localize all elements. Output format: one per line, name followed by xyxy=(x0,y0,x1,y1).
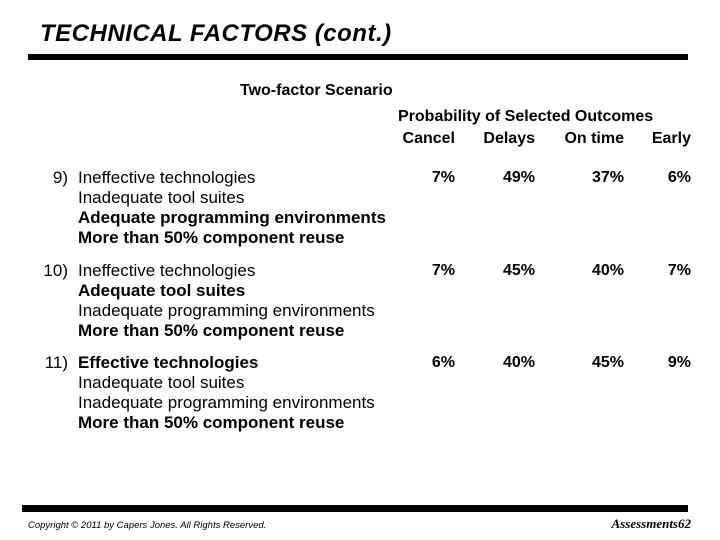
factor-line: More than 50% component reuse xyxy=(78,321,345,340)
table-row: 11) Effective technologies Inadequate to… xyxy=(0,353,720,437)
value-delays: 49% xyxy=(502,169,535,186)
table-row: 10) Ineffective technologies Adequate to… xyxy=(0,261,720,345)
value-delays: 40% xyxy=(502,354,535,371)
page-title: TECHNICAL FACTORS (cont.) xyxy=(40,20,392,47)
column-header-cancel: Cancel xyxy=(402,130,455,147)
row-number: 10) xyxy=(43,261,68,280)
value-on-time: 45% xyxy=(591,354,624,371)
factor-line: Adequate programming environments xyxy=(78,208,386,227)
value-cancel: 6% xyxy=(431,354,455,371)
scenario-subtitle: Two-factor Scenario xyxy=(240,82,393,99)
value-early: 9% xyxy=(667,354,691,371)
probability-header: Probability of Selected Outcomes xyxy=(398,108,654,125)
footer-rule xyxy=(22,505,688,512)
row-factors: Effective technologies Inadequate tool s… xyxy=(78,353,375,433)
factor-line: Inadequate programming environments xyxy=(78,393,375,412)
row-number: 11) xyxy=(44,353,68,372)
copyright-text: Copyright © 2011 by Capers Jones. All Ri… xyxy=(28,520,267,531)
row-factors: Ineffective technologies Inadequate tool… xyxy=(78,168,386,248)
factor-line: Inadequate programming environments xyxy=(78,301,375,320)
page-label: Assessments62 xyxy=(611,516,691,531)
value-on-time: 37% xyxy=(591,169,624,186)
factor-line: Ineffective technologies xyxy=(78,168,256,187)
table-row: 9) Ineffective technologies Inadequate t… xyxy=(0,168,720,252)
value-delays: 45% xyxy=(502,262,535,279)
factor-line: Ineffective technologies xyxy=(78,261,256,280)
column-header-on-time: On time xyxy=(564,130,624,147)
column-header-row: Cancel Delays On time Early xyxy=(0,130,720,150)
factor-line: Inadequate tool suites xyxy=(78,188,245,207)
factor-line: Inadequate tool suites xyxy=(78,373,245,392)
row-number: 9) xyxy=(52,168,68,187)
factor-line: Adequate tool suites xyxy=(78,281,246,300)
factor-line: More than 50% component reuse xyxy=(78,413,345,432)
factor-line: More than 50% component reuse xyxy=(78,228,345,247)
value-cancel: 7% xyxy=(431,262,455,279)
value-cancel: 7% xyxy=(431,169,455,186)
factor-line: Effective technologies xyxy=(78,353,259,372)
value-on-time: 40% xyxy=(591,262,624,279)
value-early: 7% xyxy=(667,262,691,279)
title-underline xyxy=(28,54,688,60)
row-factors: Ineffective technologies Adequate tool s… xyxy=(78,261,375,341)
column-header-delays: Delays xyxy=(483,130,535,147)
value-early: 6% xyxy=(667,169,691,186)
column-header-early: Early xyxy=(651,130,691,147)
